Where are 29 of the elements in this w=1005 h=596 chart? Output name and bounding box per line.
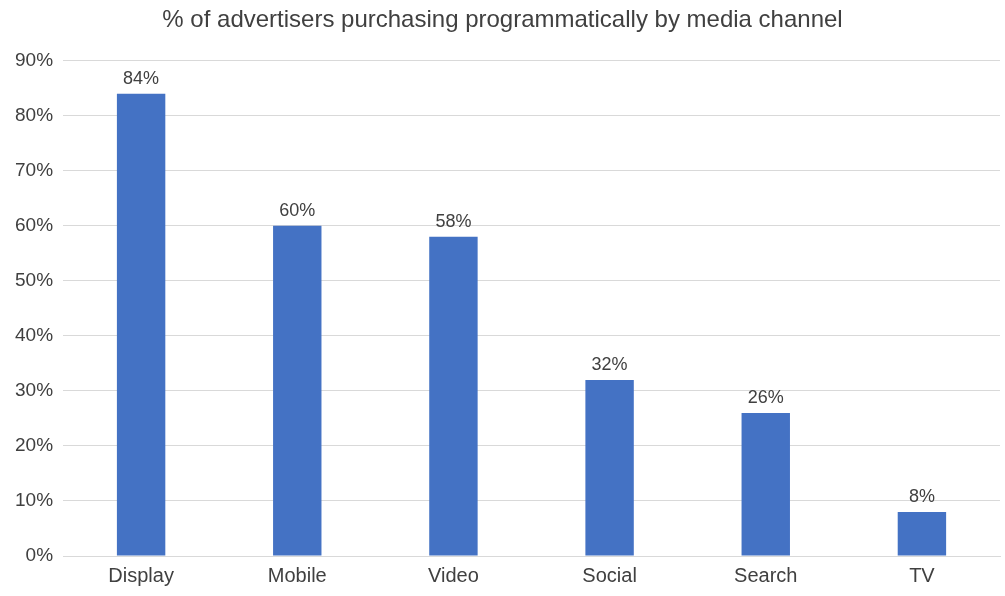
bar	[116, 93, 166, 556]
x-tick-label: Video	[428, 563, 479, 586]
x-tick-label: Social	[582, 563, 637, 586]
data-label: 84%	[123, 67, 160, 88]
chart-title: % of advertisers purchasing programmatically by media channel	[162, 5, 843, 33]
y-tick-label: 0%	[25, 544, 54, 566]
y-tick-label: 30%	[15, 379, 54, 401]
data-label: 58%	[435, 210, 472, 231]
data-label: 26%	[747, 386, 784, 407]
x-tick-label: Display	[108, 563, 174, 586]
y-tick-label: 20%	[15, 434, 54, 456]
data-label: 8%	[908, 485, 935, 506]
x-tick-label: Mobile	[267, 563, 327, 586]
y-tick-label: 60%	[15, 214, 54, 236]
data-label: 60%	[279, 199, 316, 220]
y-tick-label: 70%	[15, 159, 54, 181]
x-tick-label: TV	[909, 563, 936, 586]
y-tick-label: 40%	[15, 324, 54, 346]
bar	[897, 511, 947, 556]
bar	[741, 412, 790, 556]
bar	[429, 236, 478, 556]
x-tick-label: Search	[734, 563, 798, 586]
y-tick-label: 10%	[15, 489, 54, 511]
y-tick-label: 50%	[15, 269, 54, 291]
data-label: 32%	[591, 353, 628, 374]
y-tick-label: 90%	[15, 49, 54, 71]
bar	[585, 379, 634, 556]
bar	[273, 225, 322, 556]
y-tick-label: 80%	[15, 104, 54, 126]
